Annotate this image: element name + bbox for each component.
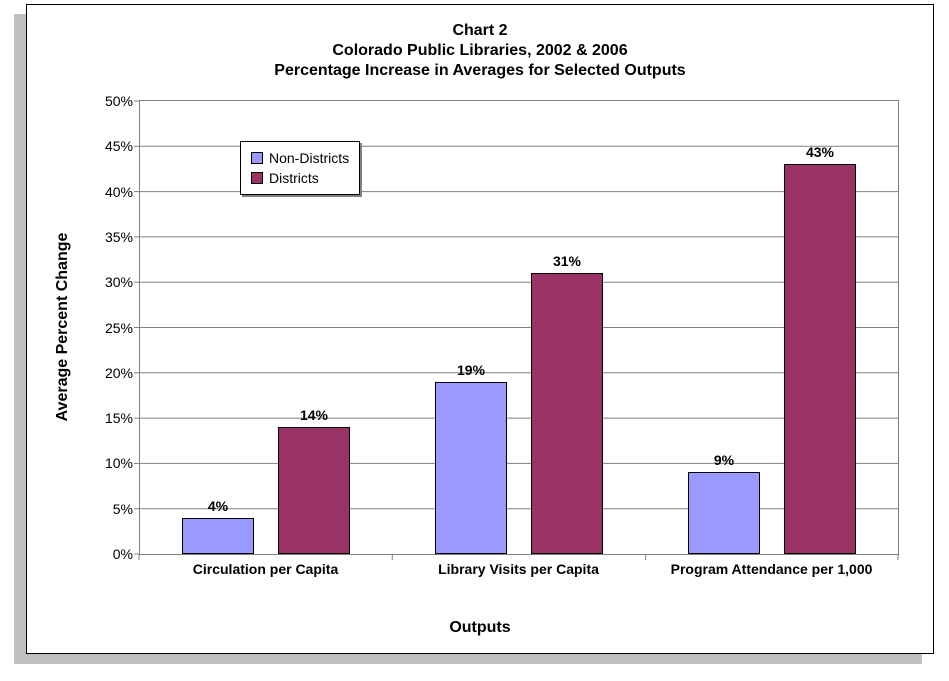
plot-area: 4% 14% 19% 31% 9% 43% Non-Districts Dist… (139, 100, 899, 555)
bar-districts-c1 (531, 273, 603, 554)
y-tick-0: 0% (85, 546, 133, 562)
x-axis-title: Outputs (27, 619, 933, 637)
bar-label-nondistricts-c1: 19% (435, 362, 507, 378)
legend-label-nondistricts: Non-Districts (269, 148, 349, 168)
x-category-2: Program Attendance per 1,000 (645, 561, 898, 578)
y-tick-6: 30% (85, 274, 133, 290)
chart-title: Chart 2 Colorado Public Libraries, 2002 … (27, 21, 933, 81)
legend-swatch-nondistricts (251, 152, 263, 164)
bar-label-nondistricts-c0: 4% (182, 498, 254, 514)
legend-swatch-districts (251, 172, 263, 184)
chart-title-line-1: Chart 2 (27, 21, 933, 41)
bar-districts-c2 (784, 164, 856, 554)
bar-label-districts-c0: 14% (278, 407, 350, 423)
chart-title-line-2: Colorado Public Libraries, 2002 & 2006 (27, 41, 933, 61)
bar-label-districts-c2: 43% (784, 144, 856, 160)
y-tick-3: 15% (85, 410, 133, 426)
legend-item-districts: Districts (251, 168, 349, 188)
bar-nondistricts-c0 (182, 518, 254, 554)
y-tick-7: 35% (85, 229, 133, 245)
bar-districts-c0 (278, 427, 350, 554)
y-tick-10: 50% (85, 93, 133, 109)
x-category-0: Circulation per Capita (139, 561, 392, 578)
y-tick-4: 20% (85, 365, 133, 381)
bar-label-nondistricts-c2: 9% (688, 452, 760, 468)
bar-nondistricts-c2 (688, 472, 760, 554)
y-tick-9: 45% (85, 138, 133, 154)
y-axis-title: Average Percent Change (54, 233, 72, 422)
legend-label-districts: Districts (269, 168, 319, 188)
bar-label-districts-c1: 31% (531, 253, 603, 269)
legend: Non-Districts Districts (240, 141, 360, 195)
y-tick-8: 40% (85, 184, 133, 200)
bar-nondistricts-c1 (435, 382, 507, 554)
y-tick-5: 25% (85, 320, 133, 336)
chart-title-line-3: Percentage Increase in Averages for Sele… (27, 61, 933, 81)
y-tick-1: 5% (85, 501, 133, 517)
y-tick-2: 10% (85, 455, 133, 471)
x-category-1: Library Visits per Capita (392, 561, 645, 578)
legend-item-nondistricts: Non-Districts (251, 148, 349, 168)
chart-container: Chart 2 Colorado Public Libraries, 2002 … (26, 4, 934, 654)
